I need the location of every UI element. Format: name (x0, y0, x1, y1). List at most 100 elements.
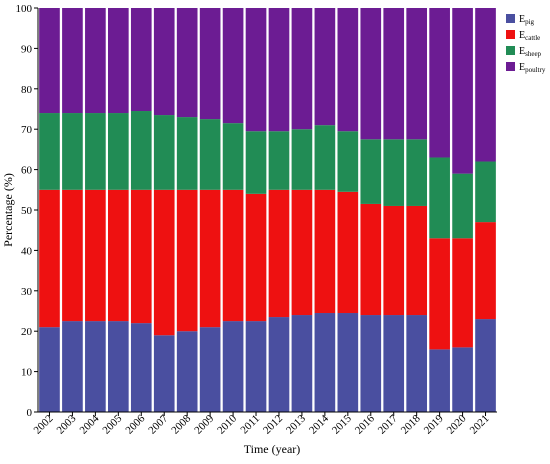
legend-swatch-cattle (506, 30, 515, 39)
bar-cattle-2011 (245, 193, 267, 322)
bar-pig-2004 (85, 321, 106, 412)
bar-pig-2015 (337, 313, 359, 412)
x-tick-label: 2014 (307, 412, 331, 436)
x-tick-label: 2005 (100, 412, 124, 436)
bar-cattle-2014 (314, 189, 336, 314)
bar-cattle-2018 (406, 205, 428, 316)
bar-sheep-2016 (360, 139, 382, 204)
bar-poultry-2006 (130, 8, 152, 112)
bar-sheep-2019 (429, 157, 450, 239)
bar-cattle-2016 (360, 203, 382, 316)
y-tick-label: 60 (21, 165, 33, 177)
x-tick-label: 2004 (77, 412, 101, 436)
y-tick-label: 100 (16, 3, 33, 15)
bar-pig-2002 (39, 327, 60, 412)
y-tick-label: 10 (21, 367, 33, 379)
bar-cattle-2013 (291, 189, 313, 316)
bar-poultry-2014 (314, 8, 336, 126)
x-tick-label: 2006 (123, 412, 147, 436)
x-tick-label: 2012 (261, 413, 285, 437)
y-tick-label: 90 (21, 43, 33, 55)
x-tick-label: 2021 (468, 413, 492, 437)
bar-sheep-2017 (383, 139, 405, 206)
bar-cattle-2007 (153, 189, 175, 336)
y-tick-label: 80 (21, 84, 33, 96)
legend-label-poultry: Epoultry (519, 62, 546, 74)
y-ticks: 0 10 20 30 40 50 60 70 80 90 100 (16, 3, 38, 419)
bar-pig-2018 (406, 315, 428, 412)
bar-cattle-2021 (475, 222, 496, 320)
bar-cattle-2012 (268, 189, 290, 318)
bar-pig-2011 (245, 321, 267, 412)
bar-cattle-2010 (222, 189, 244, 322)
bar-pig-2014 (314, 313, 336, 412)
x-tick-label: 2003 (55, 412, 79, 436)
bar-pig-2021 (475, 319, 496, 412)
bar-poultry-2007 (153, 8, 175, 116)
bar-pig-2017 (383, 315, 405, 412)
bar-pig-2009 (199, 327, 221, 412)
bar-poultry-2010 (222, 8, 244, 124)
bar-poultry-2019 (429, 8, 450, 158)
bar-sheep-2006 (130, 111, 152, 190)
bar-poultry-2005 (108, 8, 129, 114)
bar-sheep-2013 (291, 129, 313, 190)
bar-cattle-2004 (85, 189, 106, 322)
bar-pig-2005 (108, 321, 129, 412)
bar-sheep-2007 (153, 115, 175, 190)
bar-poultry-2018 (406, 8, 428, 140)
bar-poultry-2004 (85, 8, 106, 114)
bar-poultry-2011 (245, 8, 267, 132)
legend-label-cattle: Ecattle (519, 30, 540, 42)
y-tick-label: 70 (21, 124, 33, 136)
legend: Epig Ecattle Esheep Epoultry (506, 14, 546, 74)
bar-cattle-2006 (130, 189, 152, 324)
bar-cattle-2005 (108, 189, 129, 322)
bar-poultry-2003 (62, 8, 83, 114)
bar-cattle-2003 (62, 189, 83, 322)
x-tick-label: 2018 (399, 412, 423, 436)
bar-sheep-2009 (199, 119, 221, 190)
bar-poultry-2017 (383, 8, 405, 140)
x-tick-label: 2011 (238, 413, 262, 437)
bar-poultry-2021 (475, 8, 496, 162)
bar-poultry-2015 (337, 8, 359, 132)
bar-sheep-2010 (222, 123, 244, 190)
legend-swatch-poultry (506, 62, 515, 71)
bar-cattle-2020 (452, 238, 473, 348)
legend-swatch-pig (506, 14, 515, 23)
bar-cattle-2019 (429, 238, 450, 350)
x-tick-label: 2020 (445, 412, 469, 436)
bar-cattle-2002 (39, 189, 60, 328)
bar-pig-2003 (62, 321, 83, 412)
bar-cattle-2008 (176, 189, 198, 332)
legend-label-sheep: Esheep (519, 46, 542, 58)
x-tick-label: 2007 (146, 412, 170, 436)
bar-pig-2016 (360, 315, 382, 412)
bar-sheep-2005 (108, 113, 129, 190)
x-tick-label: 2013 (284, 412, 308, 436)
bar-sheep-2012 (268, 131, 290, 190)
bar-pig-2019 (429, 349, 450, 412)
bar-cattle-2017 (383, 205, 405, 316)
bar-poultry-2020 (452, 8, 473, 174)
y-tick-label: 0 (27, 407, 33, 419)
x-tick-label: 2010 (215, 412, 239, 436)
y-tick-label: 30 (21, 286, 33, 298)
bar-sheep-2003 (62, 113, 83, 190)
legend-swatch-sheep (506, 46, 515, 55)
bar-cattle-2015 (337, 191, 359, 314)
bar-poultry-2009 (199, 8, 221, 120)
x-tick-label: 2017 (376, 412, 400, 436)
bar-sheep-2014 (314, 125, 336, 190)
bar-sheep-2011 (245, 131, 267, 194)
bar-poultry-2016 (360, 8, 382, 140)
bar-cattle-2009 (199, 189, 221, 328)
y-axis-title: Percentage (%) (1, 173, 15, 247)
x-tick-label: 2016 (353, 412, 377, 436)
axes-layer (37, 8, 497, 413)
bar-pig-2008 (176, 331, 198, 412)
